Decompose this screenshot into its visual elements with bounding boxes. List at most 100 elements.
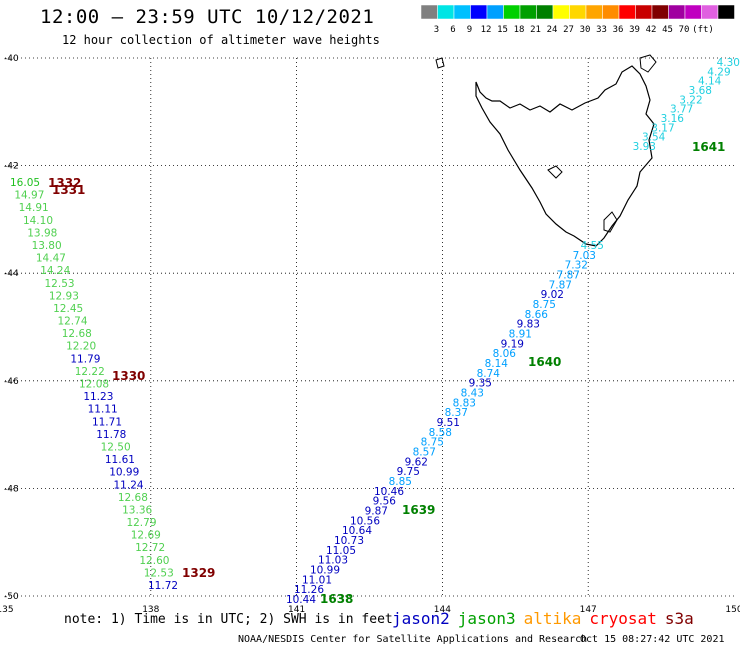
wave-height-label: 14.47 bbox=[36, 253, 66, 265]
wave-height-label: 9.35 bbox=[469, 378, 492, 390]
legend-item-jason3: jason3 bbox=[457, 609, 516, 628]
pass-number: 1330 bbox=[112, 369, 145, 383]
king-island bbox=[435, 57, 445, 69]
satellite-legend: jason2 jason3 altika cryosat s3a bbox=[392, 609, 702, 628]
pass-number: 1639 bbox=[402, 503, 435, 517]
wave-height-label: 11.11 bbox=[88, 404, 118, 416]
wave-height-label: 8.75 bbox=[421, 437, 444, 449]
colorbar-label: 45 bbox=[662, 25, 673, 35]
lon-tick-label: 138 bbox=[142, 605, 159, 615]
wave-height-label: 3.93 bbox=[633, 141, 656, 153]
legend-item-altika: altika bbox=[523, 609, 582, 628]
wave-height-label: 10.56 bbox=[350, 515, 380, 527]
tasmania-outline bbox=[475, 65, 655, 247]
wave-height-label: 12.53 bbox=[45, 278, 75, 290]
wave-height-label: 11.03 bbox=[318, 555, 348, 567]
wave-height-label: 13.36 bbox=[122, 504, 152, 516]
wave-height-label: 8.06 bbox=[493, 348, 517, 360]
wave-height-label: 12.72 bbox=[135, 542, 165, 554]
wave-height-label: 4.30 bbox=[717, 57, 740, 69]
colorbar-unit: (ft) bbox=[692, 25, 714, 35]
lon-tick-label: 141 bbox=[288, 605, 305, 615]
wave-height-label: 7.87 bbox=[557, 270, 580, 282]
wave-height-label: 9.19 bbox=[501, 338, 524, 350]
colorbar-label: 12 bbox=[481, 25, 492, 35]
wave-height-label: 10.99 bbox=[310, 565, 340, 577]
colorbar-swatch bbox=[717, 5, 735, 20]
wave-height-label: 12.50 bbox=[101, 441, 131, 453]
wave-height-label: 12.20 bbox=[66, 341, 96, 353]
wave-height-label: 9.83 bbox=[517, 319, 540, 331]
wave-height-label: 8.85 bbox=[389, 476, 412, 488]
pass-number: 1331 bbox=[52, 183, 85, 197]
wave-height-label: 3.22 bbox=[679, 94, 702, 106]
wave-height-label: 8.91 bbox=[509, 329, 532, 341]
altimeter-tracks: 16.0514.9714.9114.1013.9813.8014.4714.24… bbox=[10, 57, 740, 606]
tasmania-coastline bbox=[435, 54, 657, 247]
colorbar-label: 9 bbox=[467, 25, 472, 35]
wave-height-label: 11.23 bbox=[83, 391, 113, 403]
colorbar-label: 18 bbox=[514, 25, 525, 35]
legend-item-cryosat: cryosat bbox=[589, 609, 657, 628]
lat-tick-label: -42 bbox=[4, 162, 19, 172]
wave-height-label: 11.61 bbox=[105, 454, 135, 466]
wave-height-label: 8.66 bbox=[525, 309, 549, 321]
wave-height-label: 3.54 bbox=[642, 132, 666, 144]
wave-height-label: 12.93 bbox=[49, 290, 79, 302]
wave-height-label: 12.69 bbox=[131, 530, 161, 542]
pass-number: 1329 bbox=[182, 566, 215, 580]
lat-tick-label: -46 bbox=[4, 377, 19, 387]
lon-tick-label: 135 bbox=[0, 605, 14, 615]
bruny-island bbox=[603, 211, 618, 233]
wave-height-label: 7.03 bbox=[573, 250, 596, 262]
pass-number: 1638 bbox=[320, 592, 353, 606]
colorbar-label: 6 bbox=[450, 25, 455, 35]
wave-height-colorbar: 3 6 9 12 15 18 21 24 27 30 33 36 39 42 45 70 (ft) bbox=[421, 5, 735, 35]
wave-height-label: 11.24 bbox=[114, 479, 144, 491]
wave-height-label: 12.74 bbox=[57, 316, 87, 328]
wave-height-label: 11.01 bbox=[302, 574, 332, 586]
wave-height-label: 16.05 bbox=[10, 177, 40, 189]
colorbar-label: 70 bbox=[679, 25, 690, 35]
wave-height-label: 14.91 bbox=[19, 202, 49, 214]
lon-tick-label: 150 bbox=[725, 605, 740, 615]
wave-height-label: 12.45 bbox=[53, 303, 83, 315]
wave-height-label: 4.14 bbox=[698, 76, 722, 88]
pass-number: 1332 bbox=[48, 176, 81, 190]
wave-height-label: 3.77 bbox=[670, 104, 693, 116]
map-grid: 135 138 141 144 147 150 -40 -42 -44 -46 -48 -50 bbox=[0, 54, 740, 615]
wave-height-label: 8.75 bbox=[533, 299, 556, 311]
wave-height-label: 12.79 bbox=[126, 517, 156, 529]
lat-tick-label: -48 bbox=[4, 484, 19, 494]
colorbar-label: 39 bbox=[629, 25, 640, 35]
colorbar-label: 21 bbox=[530, 25, 541, 35]
wave-height-label: 10.99 bbox=[109, 467, 139, 479]
data-source: NOAA/NESDIS Center for Satellite Applica… bbox=[238, 634, 588, 645]
wave-height-label: 14.24 bbox=[40, 265, 70, 277]
map-subtitle: 12 hour collection of altimeter wave hei… bbox=[62, 33, 380, 47]
lat-tick-label: -44 bbox=[4, 269, 19, 279]
colorbar-label: 33 bbox=[596, 25, 607, 35]
wave-height-label: 13.98 bbox=[27, 227, 57, 239]
wave-height-label: 11.79 bbox=[70, 353, 100, 365]
wave-height-label: 7.32 bbox=[565, 260, 588, 272]
colorbar-label: 30 bbox=[580, 25, 591, 35]
wave-height-label: 12.60 bbox=[139, 555, 169, 567]
wave-height-label: 11.26 bbox=[294, 584, 324, 596]
lon-tick-label: 144 bbox=[434, 605, 451, 615]
wave-height-label: 3.16 bbox=[661, 113, 685, 125]
wave-height-label: 3.68 bbox=[689, 85, 712, 97]
wave-height-label: 10.64 bbox=[342, 525, 372, 537]
wave-height-label: 8.83 bbox=[453, 397, 476, 409]
wave-height-label: 12.22 bbox=[75, 366, 105, 378]
map-title: 12:00 – 23:59 UTC 10/12/2021 bbox=[40, 6, 375, 28]
wave-height-label: 11.71 bbox=[92, 416, 122, 428]
wave-height-label: 12.68 bbox=[62, 328, 92, 340]
colorbar-label: 24 bbox=[547, 25, 558, 35]
wave-height-label: 11.72 bbox=[148, 580, 178, 592]
wave-height-label: 9.02 bbox=[541, 289, 564, 301]
colorbar-label: 3 bbox=[434, 25, 439, 35]
wave-height-label: 4.55 bbox=[581, 240, 604, 252]
lon-tick-label: 147 bbox=[580, 605, 597, 615]
legend-item-s3a: s3a bbox=[664, 609, 694, 628]
